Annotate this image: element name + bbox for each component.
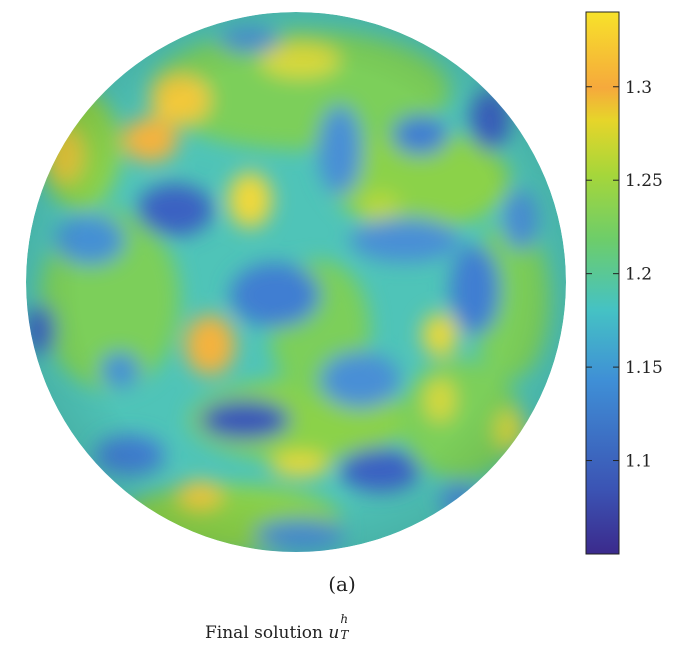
colorbar-tick-label: 1.2 <box>625 265 652 285</box>
caption-text: Final solution <box>205 623 323 643</box>
caption-subscript: T <box>340 628 349 642</box>
colorbar-ticks: 1.3 1.25 1.2 1.15 1.1 <box>586 78 663 472</box>
colorbar-tick-label: 1.1 <box>625 452 652 472</box>
colorbar-tick-label: 1.3 <box>625 78 652 98</box>
sphere-surface <box>26 12 566 552</box>
colorbar-tick-label: 1.15 <box>625 358 663 378</box>
colorbar-tick-label: 1.25 <box>625 171 663 191</box>
colorbar: 1.3 1.25 1.2 1.15 1.1 <box>585 11 663 555</box>
subfigure-label: (a) <box>328 572 356 596</box>
caption-superscript: h <box>340 612 349 626</box>
caption-symbol: u <box>328 623 340 643</box>
colorbar-gradient <box>585 11 620 555</box>
